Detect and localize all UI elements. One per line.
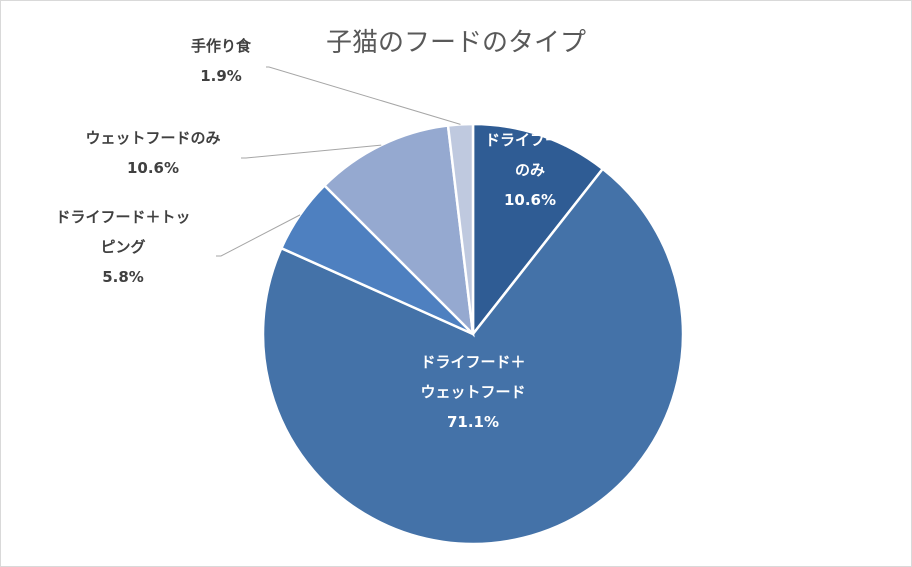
data-label: ウェットフードのみ 10.6%: [85, 129, 220, 177]
data-label-category: のみ: [515, 161, 545, 179]
slices-layer: [261, 122, 685, 546]
pie-slice[interactable]: [322, 124, 475, 338]
data-label-value: 71.1%: [447, 413, 499, 431]
data-label-value: 1.9%: [200, 67, 242, 85]
data-label-category: ウェットフード: [420, 383, 525, 401]
data-label: ドライフード＋ ウェットフード 71.1%: [420, 353, 525, 431]
chart-title: 子猫のフードのタイプ: [326, 28, 586, 58]
leader-line: [266, 66, 461, 125]
data-label-category: ドライフード: [485, 131, 575, 149]
data-label: 手作り食 1.9%: [191, 37, 252, 85]
leader-line: [216, 214, 301, 257]
data-label-value: 10.6%: [127, 159, 179, 177]
leader-line: [241, 144, 382, 159]
pie-slice[interactable]: [446, 122, 475, 335]
leader-lines-layer: [216, 66, 461, 257]
data-label-value: 5.8%: [102, 268, 144, 286]
data-label-category: ドライフード＋: [420, 353, 525, 371]
data-label-category: ドライフード＋トッ: [55, 208, 190, 226]
data-label-value: 10.6%: [504, 191, 556, 209]
data-label-category: 手作り食: [191, 37, 252, 55]
pie-slice[interactable]: [261, 167, 685, 546]
pie-slice[interactable]: [471, 122, 605, 338]
data-label-category: ピング: [100, 238, 145, 256]
data-label-category: ウェットフードのみ: [85, 129, 220, 147]
